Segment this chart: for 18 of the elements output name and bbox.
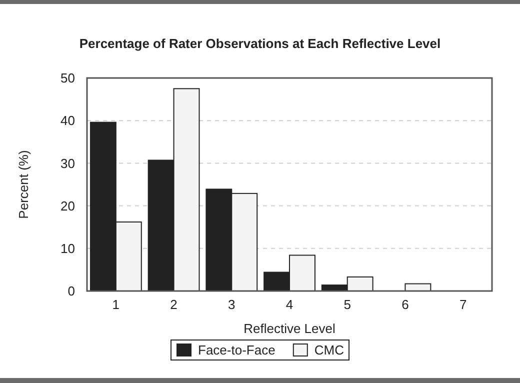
legend-label: CMC [314, 342, 344, 358]
y-tick-label: 40 [60, 113, 75, 128]
x-tick-label: 5 [344, 297, 351, 312]
y-tick-label: 30 [60, 156, 75, 171]
x-tick-label: 7 [459, 297, 467, 312]
x-tick-label: 1 [112, 297, 120, 312]
x-tick-label: 2 [170, 297, 178, 312]
y-tick-label: 0 [68, 284, 75, 299]
y-tick-label: 50 [60, 70, 75, 86]
x-tick-label: 4 [286, 297, 294, 312]
x-tick-label: 3 [228, 297, 236, 312]
x-axis-title: Reflective Level [244, 321, 336, 336]
x-tick-label: 6 [402, 297, 409, 312]
legend-label: Face-to-Face [198, 342, 276, 358]
chart-title: Percentage of Rater Observations at Each Reflective Level [79, 36, 441, 51]
y-tick-label: 10 [60, 240, 75, 256]
y-axis-title: Percent (%) [16, 150, 31, 219]
y-tick-label: 20 [60, 198, 75, 214]
